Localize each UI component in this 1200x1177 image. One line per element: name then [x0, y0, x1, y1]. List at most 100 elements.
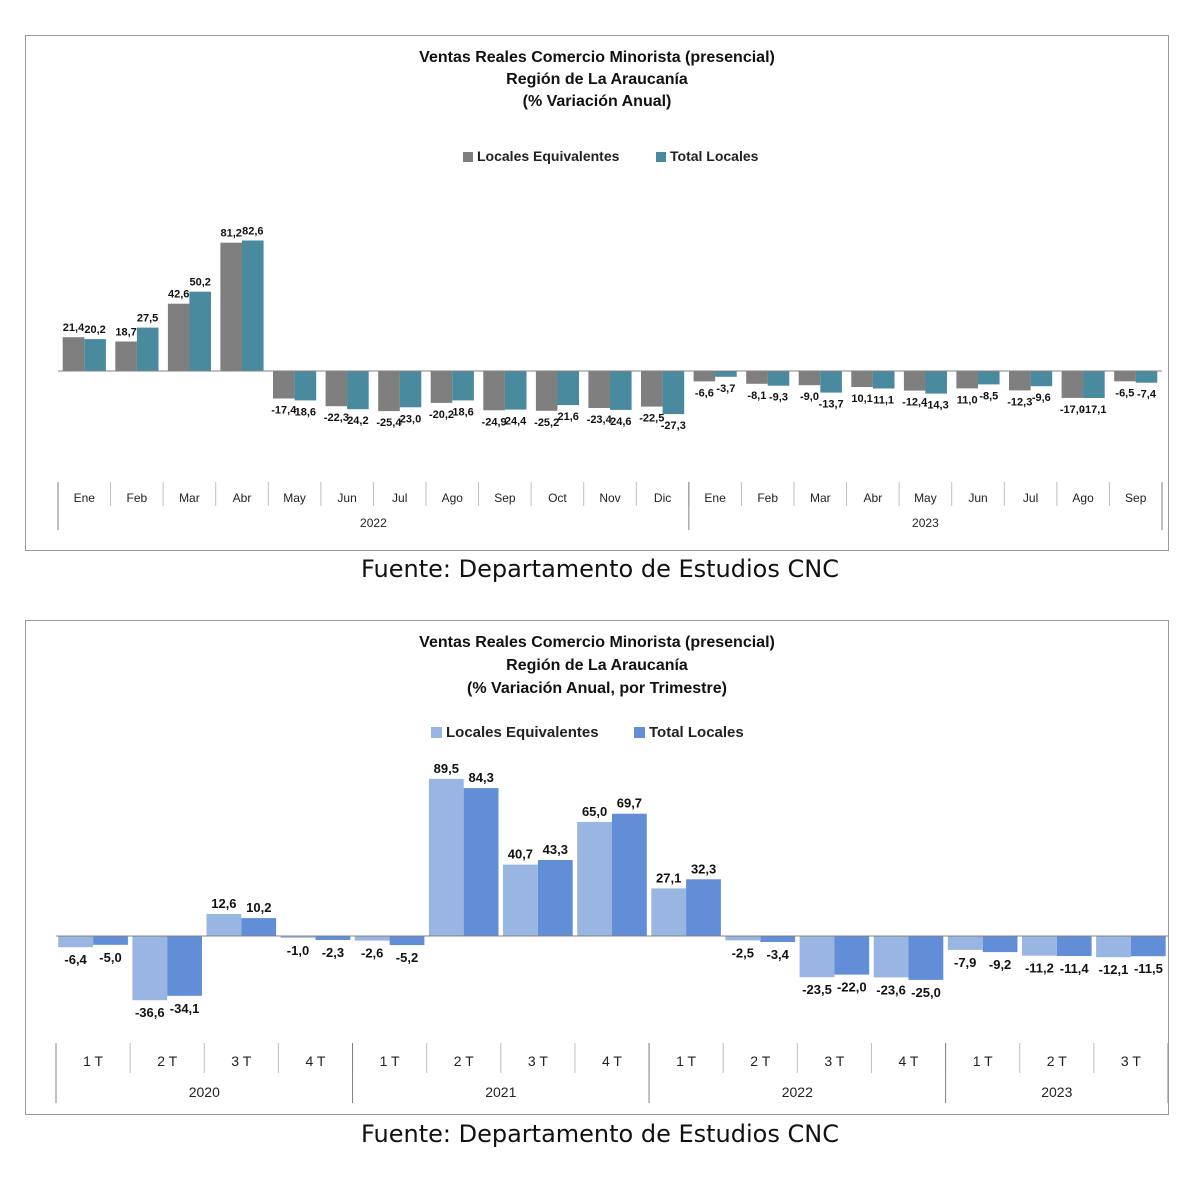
data-label: 11,1 — [873, 395, 894, 407]
category-label: 1 T — [380, 1053, 400, 1069]
data-label: 20,2 — [84, 324, 105, 336]
data-bar — [58, 936, 93, 948]
data-bar — [715, 371, 737, 377]
data-label: -13,7 — [819, 399, 844, 411]
data-label: -23,6 — [876, 982, 906, 997]
data-bar — [820, 371, 842, 393]
legend-label: Total Locales — [649, 724, 744, 741]
category-label: Ene — [704, 491, 726, 505]
data-bar — [503, 864, 538, 936]
data-bar — [189, 291, 211, 371]
data-bar — [537, 860, 573, 936]
category-label: 2 T — [157, 1053, 177, 1069]
data-bar — [115, 341, 137, 371]
data-bar — [167, 303, 190, 371]
data-label: -22,3 — [324, 412, 349, 424]
legend-label: Locales Equivalentes — [446, 724, 599, 741]
data-bar — [1135, 371, 1158, 383]
category-label: Abr — [233, 491, 252, 505]
data-label: -1,0 — [287, 943, 309, 958]
data-label: -25,2 — [534, 417, 559, 429]
category-label: Ene — [74, 491, 96, 505]
group-label: 2020 — [189, 1084, 220, 1100]
data-bar — [294, 371, 317, 401]
data-bar — [1096, 936, 1131, 958]
category-label: 2 T — [750, 1053, 770, 1069]
data-label: -6,5 — [1115, 387, 1134, 399]
data-bar — [588, 371, 610, 408]
group-label: 2023 — [912, 516, 939, 530]
data-label: 50,2 — [189, 277, 210, 289]
category-label: Dic — [654, 491, 671, 505]
chart-title-line: Ventas Reales Comercio Minorista (presen… — [419, 49, 775, 66]
category-label: 2 T — [454, 1053, 474, 1069]
data-label: 18,7 — [115, 327, 136, 339]
data-label: -2,5 — [732, 945, 754, 960]
data-bar — [725, 936, 761, 941]
data-label: -27,3 — [661, 420, 686, 432]
data-bar — [280, 936, 316, 938]
legend-swatch — [656, 152, 666, 162]
data-label: -2,6 — [361, 946, 383, 961]
data-bar — [557, 371, 579, 406]
data-bar — [760, 936, 796, 942]
data-bar — [84, 339, 106, 371]
data-bar — [93, 936, 128, 945]
data-bar — [428, 778, 464, 936]
data-bar — [273, 371, 295, 399]
category-label: Abr — [864, 491, 883, 505]
category-label: Feb — [757, 491, 778, 505]
category-label: May — [283, 491, 306, 505]
data-label: -23,4 — [587, 414, 613, 426]
source-note-1: Fuente: Departamento de Estudios CNC — [361, 555, 839, 583]
data-label: 10,1 — [851, 393, 872, 405]
data-bar — [389, 936, 425, 946]
data-bar — [378, 371, 400, 412]
data-label: 11,0 — [957, 394, 978, 406]
legend-label: Locales Equivalentes — [477, 148, 620, 164]
data-bar — [463, 788, 499, 936]
category-label: 4 T — [899, 1053, 919, 1069]
data-label: 82,6 — [242, 226, 263, 238]
data-bar — [612, 813, 647, 936]
legend-swatch — [463, 152, 473, 162]
data-bar — [799, 936, 835, 978]
data-label: 69,7 — [617, 796, 642, 811]
data-label: 27,5 — [137, 313, 158, 325]
group-label: 2022 — [782, 1084, 813, 1100]
group-label: 2022 — [360, 516, 387, 530]
legend-swatch — [431, 727, 442, 738]
data-bar — [908, 936, 944, 980]
category-label: Ago — [442, 491, 464, 505]
data-label: -9,2 — [989, 957, 1011, 972]
data-label: -9,6 — [1032, 392, 1051, 404]
chart-title-line: (% Variación Anual, por Trimestre) — [467, 680, 727, 697]
data-bar — [1009, 371, 1031, 391]
data-label: 84,3 — [469, 770, 494, 785]
data-label: -9,0 — [800, 391, 819, 403]
data-label: -20,2 — [429, 409, 454, 421]
data-label: -5,0 — [99, 950, 121, 965]
category-label: 4 T — [602, 1053, 622, 1069]
data-label: 18,6 — [452, 406, 473, 418]
data-bar — [610, 371, 632, 410]
chart-title-line: Ventas Reales Comercio Minorista (presen… — [419, 634, 775, 651]
category-label: 3 T — [1121, 1053, 1141, 1069]
data-label: -24,9 — [482, 416, 507, 428]
data-bar — [873, 936, 909, 978]
category-label: 3 T — [231, 1053, 251, 1069]
data-bar — [136, 327, 159, 372]
data-bar — [767, 371, 790, 386]
data-label: -17,1 — [1081, 404, 1106, 416]
monthly-chart-frame: Ventas Reales Comercio Minorista (presen… — [25, 35, 1169, 551]
data-label: -7,9 — [954, 955, 976, 970]
data-label: 23,0 — [400, 413, 421, 425]
category-label: May — [914, 491, 937, 505]
data-label: -8,5 — [979, 390, 998, 402]
data-bar — [956, 371, 978, 389]
data-label: 42,6 — [168, 289, 189, 301]
data-label: -7,4 — [1137, 389, 1157, 401]
data-label: -3,7 — [716, 383, 735, 395]
category-label: 4 T — [306, 1053, 326, 1069]
data-bar — [315, 936, 351, 940]
